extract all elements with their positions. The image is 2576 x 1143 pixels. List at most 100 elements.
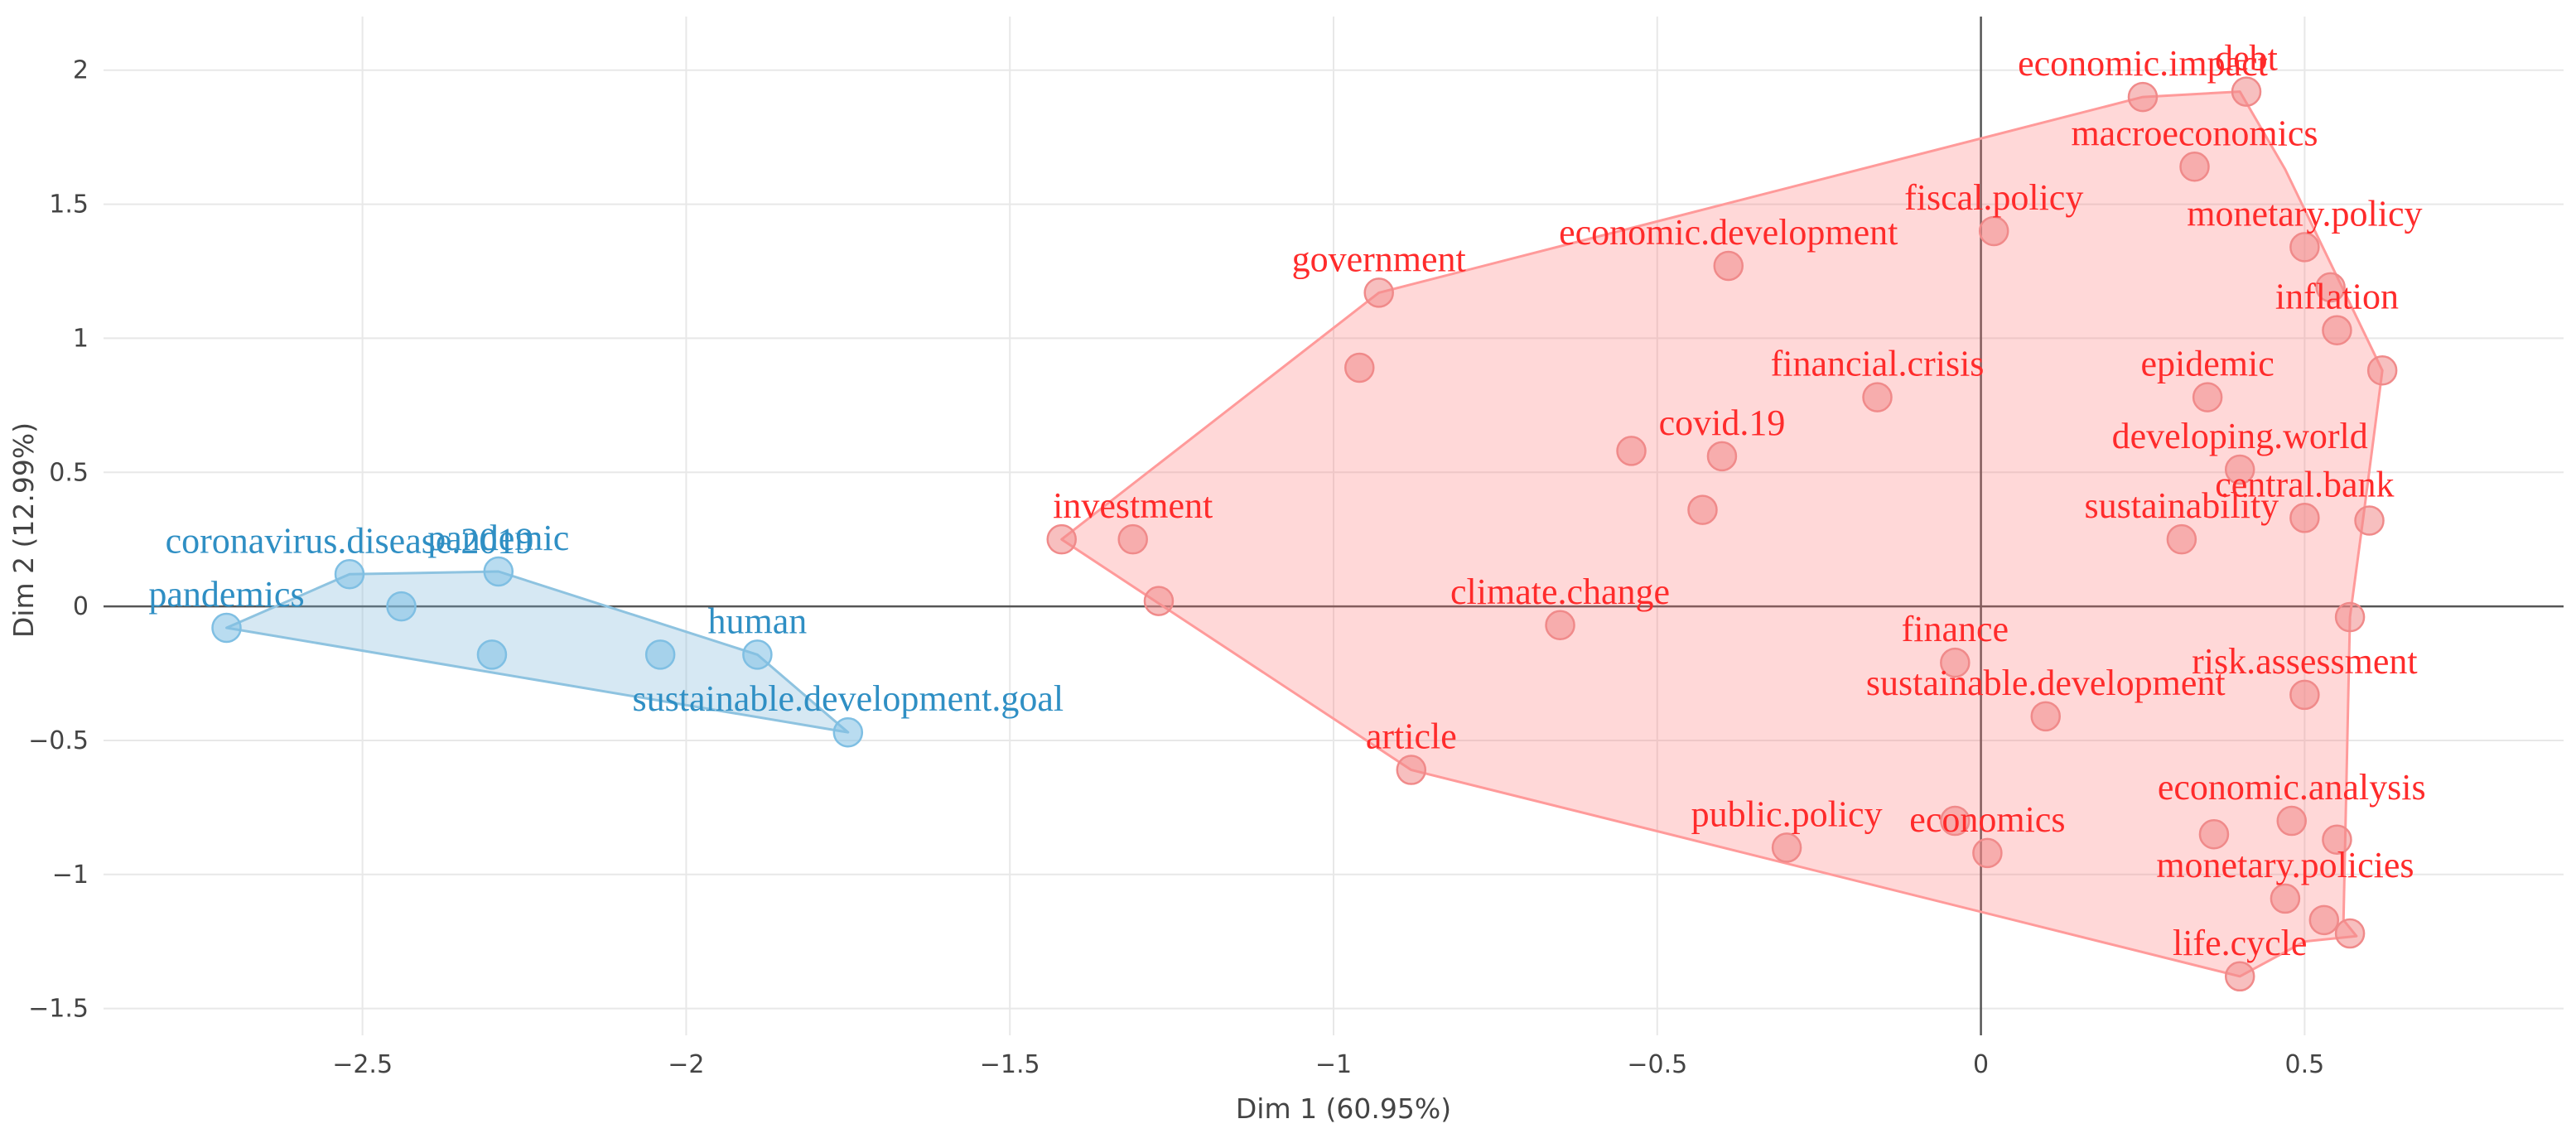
data-point [2315, 272, 2346, 303]
point-label: article [1366, 716, 1457, 757]
data-point [1616, 436, 1647, 466]
point-label: human [708, 600, 808, 641]
y-tick-label: 2 [73, 56, 89, 85]
point-label: life.cycle [2173, 923, 2307, 963]
data-point [2289, 503, 2320, 533]
data-point [476, 639, 508, 670]
data-point [1396, 755, 1427, 785]
hull-cluster-2 [225, 570, 850, 734]
y-tick-label: −0.5 [28, 726, 89, 755]
data-point [742, 639, 773, 670]
data-point [1972, 837, 2003, 869]
data-point [1706, 441, 1738, 472]
data-point [1978, 215, 2009, 247]
x-axis-title: Dim 1 (60.95%) [1236, 1092, 1451, 1125]
data-point [2198, 818, 2230, 850]
data-point [832, 716, 864, 748]
x-tick-label: 0 [1973, 1050, 1989, 1079]
data-point [2224, 961, 2255, 992]
data-point [1046, 523, 1077, 555]
data-point [334, 559, 365, 590]
data-point [386, 591, 417, 622]
data-point [2334, 918, 2366, 949]
point-label: fiscal.policy [1904, 177, 2083, 218]
data-point [2192, 382, 2223, 412]
x-tick-label: 0.5 [2285, 1050, 2325, 1079]
point-label: developing.world [2112, 416, 2368, 456]
point-label: sustainable.development.goal [633, 678, 1064, 719]
point-label: risk.assessment [2192, 641, 2418, 682]
point-label: government [1292, 239, 1466, 279]
data-point [2308, 904, 2340, 936]
y-tick-label: −1.5 [28, 995, 89, 1024]
data-point [2231, 76, 2262, 107]
y-tick-label: 0.5 [49, 458, 89, 487]
x-tick-label: −2 [668, 1050, 704, 1079]
data-point [483, 556, 514, 587]
point-label: pandemic [427, 518, 569, 558]
tick-labels: −2.5 −2 −1.5 −1 −0.5 0 0.5 −1.5 −1 −0.5 0 0.5 1 1.5 2 [28, 56, 2324, 1079]
x-tick-label: −2.5 [332, 1050, 393, 1079]
data-point [2322, 315, 2352, 345]
data-point [1940, 805, 1971, 837]
cluster-hulls [225, 90, 2384, 978]
point-label: epidemic [2140, 344, 2274, 384]
point-label: central.bank [2215, 464, 2394, 504]
data-point [2224, 454, 2255, 485]
data-point [1344, 352, 1375, 383]
point-label: economics [1909, 799, 2065, 840]
point-label: macroeconomics [2071, 113, 2318, 153]
point-label: sustainability [2085, 485, 2279, 526]
x-tick-label: −1 [1315, 1050, 1352, 1079]
data-point [1687, 494, 1718, 525]
point-label: financial.crisis [1771, 344, 1985, 384]
data-point [1545, 610, 1575, 641]
data-point [2366, 355, 2398, 386]
data-point [1862, 382, 1893, 412]
point-label: economic.development [1559, 212, 1898, 253]
data-point [1713, 250, 1744, 282]
point-label: covid.19 [1659, 403, 1786, 443]
data-point [1771, 832, 1802, 863]
point-label: economic.analysis [2158, 767, 2426, 808]
data-point [2354, 505, 2385, 536]
point-label: climate.change [1450, 572, 1670, 612]
data-point [2127, 81, 2159, 113]
point-label: pandemics [148, 574, 304, 615]
y-axis-title: Dim 2 (12.99%) [7, 422, 40, 638]
x-tick-label: −1.5 [980, 1050, 1040, 1079]
point-label: monetary.policies [2156, 845, 2414, 885]
y-tick-label: −1 [52, 861, 89, 890]
point-label: public.policy [1691, 793, 1883, 834]
data-point [2289, 679, 2320, 711]
point-label: investment [1053, 485, 1213, 526]
data-point [2270, 883, 2301, 914]
data-point [211, 612, 242, 644]
x-tick-label: −0.5 [1627, 1050, 1687, 1079]
point-label: monetary.policy [2187, 193, 2422, 234]
point-label: coronavirus.disease.2019 [166, 520, 534, 561]
point-label: sustainable.development [1866, 663, 2226, 703]
point-label: debt [2215, 38, 2278, 79]
data-point [2030, 701, 2061, 732]
data-point [2334, 601, 2366, 633]
y-tick-label: 0 [73, 592, 89, 621]
y-tick-label: 1 [73, 324, 89, 353]
data-points [211, 76, 2398, 992]
point-label: inflation [2275, 277, 2399, 317]
data-point [2276, 805, 2307, 837]
data-point [2179, 152, 2210, 182]
data-point [2166, 523, 2197, 555]
data-point [1143, 586, 1175, 616]
point-label: economic.impact [2018, 43, 2268, 84]
y-tick-label: 1.5 [49, 190, 89, 219]
data-point [1117, 523, 1148, 555]
data-point [2289, 232, 2320, 263]
data-point [1940, 647, 1971, 678]
data-point [1363, 277, 1394, 308]
data-point [644, 639, 676, 670]
point-label: finance [1902, 609, 2009, 649]
